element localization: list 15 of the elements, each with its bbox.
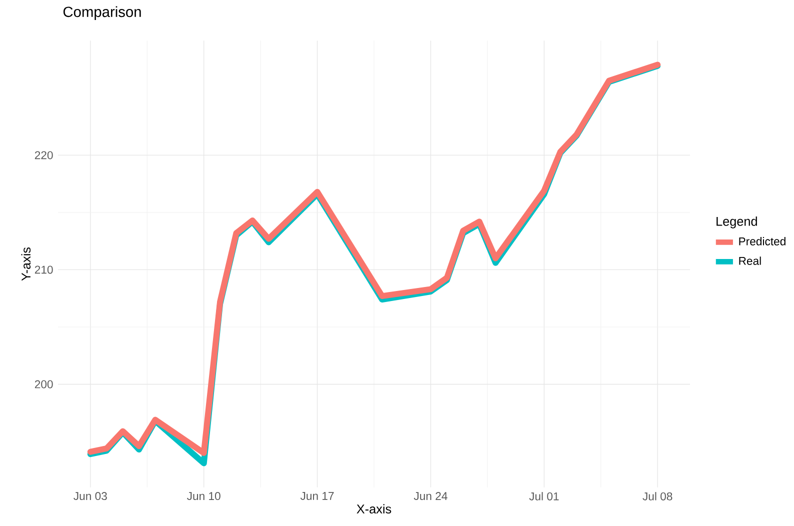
x-tick-label: Jun 03 [74,492,107,500]
x-axis-title: X-axis [356,504,392,514]
x-tick-label: Jun 24 [414,492,448,500]
y-axis-title: Y-axis [21,247,31,281]
x-tick-label: Jul 08 [642,492,672,500]
x-tick-label: Jul 01 [529,492,559,500]
y-tick-label: 210 [34,266,53,274]
chart-title: Comparison [63,6,141,20]
legend-label: Real [739,256,761,265]
legend-title: Legend [716,216,757,228]
x-tick-label: Jun 17 [300,492,334,500]
legend-label: Predicted [739,237,786,246]
x-tick-label: Jun 10 [187,492,220,500]
y-tick-label: 200 [34,380,53,388]
y-tick-label: 220 [34,151,53,160]
